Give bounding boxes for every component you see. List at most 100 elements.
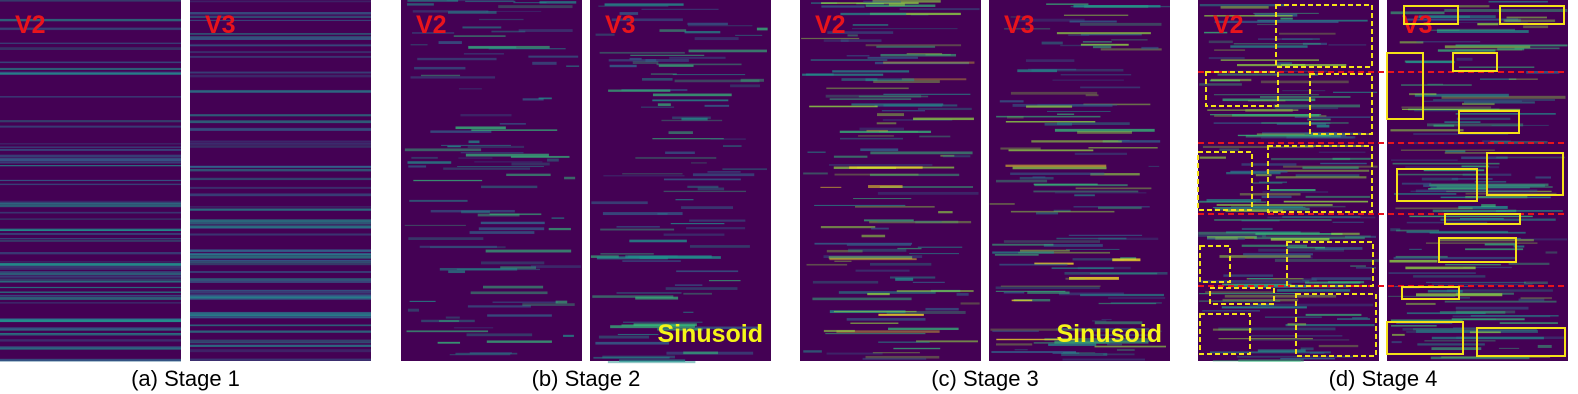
highlight-box <box>1386 321 1464 355</box>
streak <box>190 290 371 294</box>
streak <box>190 289 371 291</box>
streak <box>1246 256 1313 259</box>
streak <box>419 245 497 248</box>
streak <box>0 120 181 123</box>
streak <box>602 355 675 359</box>
streak <box>879 186 974 188</box>
streak <box>1484 243 1518 246</box>
streak <box>0 149 181 151</box>
streak <box>730 84 761 88</box>
streak <box>1253 12 1319 14</box>
streak <box>995 179 1048 183</box>
streak <box>691 162 707 164</box>
streak <box>1005 164 1107 167</box>
streak <box>872 0 941 3</box>
streak <box>430 209 515 213</box>
streak <box>491 30 526 33</box>
streak <box>461 210 490 214</box>
streak <box>486 340 552 343</box>
streak <box>996 115 1101 118</box>
streak <box>863 219 914 222</box>
streak <box>814 242 913 245</box>
streak <box>840 12 907 16</box>
streak <box>488 48 566 50</box>
streak <box>190 127 371 130</box>
streak <box>919 135 951 138</box>
streak <box>886 310 966 314</box>
streak <box>1352 317 1368 319</box>
streak <box>899 8 980 11</box>
streak <box>665 287 738 290</box>
streak <box>1444 121 1481 123</box>
streak <box>608 59 657 62</box>
streak <box>1503 19 1556 22</box>
streak <box>1054 128 1155 132</box>
streak <box>877 221 942 223</box>
streak <box>865 355 940 359</box>
streak <box>1431 347 1482 351</box>
streak <box>1275 62 1293 66</box>
streak <box>1445 264 1501 266</box>
streak <box>1210 114 1322 116</box>
streak <box>551 217 565 219</box>
streak <box>1451 318 1525 321</box>
streak <box>697 187 725 191</box>
streak <box>1047 110 1111 113</box>
image-label: V2 <box>15 11 46 39</box>
streak <box>888 3 905 6</box>
highlight-box <box>1286 241 1374 287</box>
heatmap-background <box>590 0 771 361</box>
streak <box>686 227 746 230</box>
streak <box>0 211 181 214</box>
streak <box>826 249 863 253</box>
streak <box>1018 251 1111 254</box>
streak <box>1222 283 1292 286</box>
streak <box>0 125 181 128</box>
streak <box>1414 93 1509 97</box>
streak <box>1212 360 1301 362</box>
streak <box>1037 104 1118 106</box>
streak <box>0 339 181 342</box>
heatmap <box>401 0 582 361</box>
streak <box>593 356 670 359</box>
streak <box>1431 283 1533 286</box>
streak <box>1069 276 1119 280</box>
streak <box>1518 298 1545 302</box>
streak <box>1461 165 1490 168</box>
streak <box>1112 258 1141 262</box>
streak <box>995 290 1066 292</box>
streak <box>190 316 371 319</box>
streak <box>1100 48 1162 51</box>
streak <box>722 168 768 171</box>
streak <box>995 286 1100 290</box>
streak <box>412 32 455 34</box>
streak <box>878 341 930 343</box>
streak <box>802 73 884 76</box>
streak <box>1462 102 1495 106</box>
streak <box>1270 237 1330 241</box>
streak <box>889 276 936 279</box>
heatmap <box>0 0 181 362</box>
streak <box>863 0 902 3</box>
streak <box>190 261 371 263</box>
streak <box>1401 106 1492 109</box>
streak <box>190 71 371 74</box>
streak <box>0 329 181 331</box>
streak <box>563 334 574 337</box>
streak <box>1257 349 1306 353</box>
streak <box>906 53 943 55</box>
streak <box>1287 323 1307 326</box>
streak <box>1444 9 1568 12</box>
streak <box>1041 41 1063 45</box>
streak <box>1237 134 1331 137</box>
streak <box>1406 61 1455 64</box>
streak <box>190 280 371 283</box>
streak <box>659 29 687 32</box>
streak <box>803 172 828 175</box>
streak <box>1392 333 1405 336</box>
streak <box>992 330 1039 332</box>
streak <box>190 186 371 189</box>
streak <box>1214 219 1332 221</box>
streak <box>1440 196 1551 199</box>
streak <box>1413 275 1486 278</box>
